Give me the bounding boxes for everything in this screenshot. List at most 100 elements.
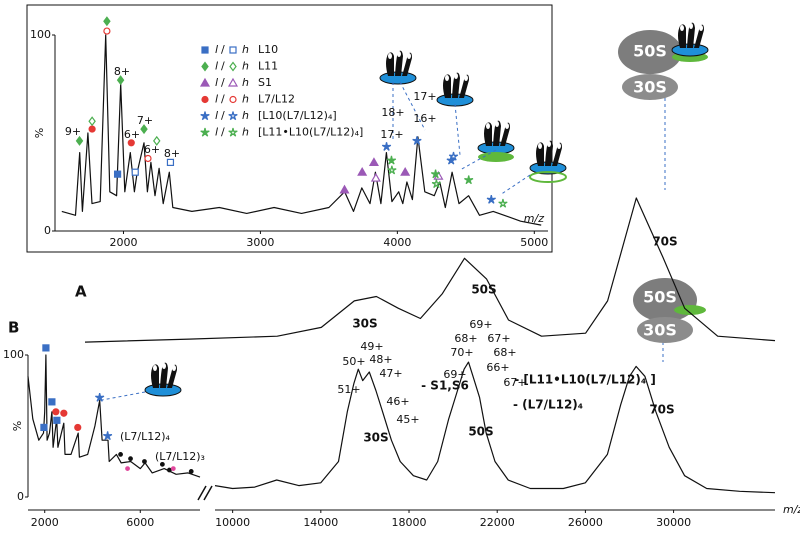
x-tick-label: 30000: [656, 516, 691, 529]
axis-break: [197, 485, 213, 501]
marker: [486, 195, 496, 204]
marker: [88, 125, 96, 133]
annotation: 8+: [164, 147, 180, 160]
marker: [88, 116, 96, 127]
legend-heavy: h: [242, 109, 249, 122]
annotation: 30S: [352, 317, 377, 331]
marker: [128, 456, 133, 462]
marker: [199, 77, 211, 87]
legend-light: l: [215, 109, 218, 122]
legend-label: [L11•L10(L7/L12)₄]: [258, 126, 363, 139]
icon-label: 30S: [643, 321, 677, 340]
marker: [103, 431, 113, 441]
y-tick-label: 0: [44, 224, 51, 237]
marker: [116, 75, 125, 86]
annotation: 67+: [503, 376, 526, 389]
annotation: 69+: [469, 318, 492, 331]
annotation: 70S: [649, 403, 674, 417]
panel-label: A: [75, 283, 87, 301]
marker: [368, 157, 379, 166]
marker: [166, 467, 172, 473]
spectrum: [214, 361, 776, 494]
marker: [201, 95, 209, 104]
legend-label: [L10(L7/L12)₄]: [258, 109, 337, 122]
annotation: 66+: [486, 361, 509, 374]
legend-sep: /: [221, 76, 225, 89]
marker: [140, 124, 148, 135]
annotation: 50S: [471, 283, 496, 297]
marker: [40, 423, 48, 432]
marker: [74, 423, 82, 432]
x-tick-label: 6000: [126, 516, 154, 529]
legend-heavy: h: [242, 60, 249, 73]
marker: [127, 139, 135, 147]
marker: [381, 142, 392, 151]
annotation: - S1,S6: [421, 379, 469, 393]
inset-frame: [26, 4, 553, 253]
marker: [200, 111, 210, 121]
chart: 100001400018000220002600030000m/z50+49+4…: [214, 318, 800, 529]
marker: [131, 168, 139, 176]
annotation: 16+: [413, 112, 436, 125]
marker: [464, 175, 474, 185]
annotation: 68+: [454, 332, 477, 345]
marker: [42, 344, 50, 352]
legend-sep: /: [221, 93, 225, 106]
marker: [370, 172, 381, 182]
connector: [101, 81, 666, 401]
complex-icon: [144, 50, 567, 397]
marker: [48, 398, 56, 406]
annotation: 6+: [144, 143, 160, 156]
annotation: 51+: [337, 383, 360, 396]
marker: [387, 165, 397, 175]
x-tick-label: 14000: [303, 516, 338, 529]
x-tick-label: 5000: [520, 236, 548, 249]
marker: [229, 95, 237, 104]
legend-light: l: [215, 126, 218, 139]
marker: [60, 409, 68, 417]
marker: [170, 466, 176, 472]
annotation: 67+: [487, 332, 510, 345]
legend-heavy: h: [242, 76, 249, 89]
annotation: 47+: [379, 367, 402, 380]
marker: [448, 151, 459, 161]
annotation: - (L7/L12)₄: [513, 398, 583, 412]
x-tick-label: 10000: [215, 516, 250, 529]
marker: [229, 46, 237, 54]
marker: [53, 416, 61, 424]
annotation: 45+: [396, 413, 419, 426]
annotation: 70+: [450, 346, 473, 359]
annotation: - [L11•L10(L7/L12)₄ ]: [514, 373, 656, 387]
icon-label: 30S: [633, 78, 667, 97]
annotation: 17+: [413, 90, 436, 103]
annotation: 7+: [137, 114, 153, 127]
marker: [339, 184, 350, 194]
chart: 30S 50S 70S: [84, 197, 776, 343]
annotation: 50+: [342, 355, 365, 368]
annotation: 68+: [493, 346, 516, 359]
marker: [201, 46, 209, 54]
marker: [228, 111, 238, 121]
marker: [357, 166, 368, 176]
annotation: 49+: [360, 340, 383, 353]
annotation: 8+: [114, 65, 130, 78]
marker: [430, 169, 441, 179]
marker: [113, 170, 122, 178]
legend-heavy: h: [242, 43, 249, 56]
marker: [52, 408, 60, 416]
spectrum: [61, 34, 542, 226]
x-tick-label: 4000: [383, 236, 411, 249]
icon-label: 50S: [643, 288, 677, 307]
legend-label: S1: [258, 76, 272, 89]
icon-label: 50S: [633, 42, 667, 61]
marker: [142, 459, 147, 464]
ribosome-icon: 50S 30S: [633, 278, 706, 343]
marker: [103, 27, 111, 35]
y-axis-label: %: [33, 128, 46, 138]
legend-light: l: [215, 93, 218, 106]
x-tick-label: 26000: [568, 516, 603, 529]
annotation: 70S: [652, 235, 677, 249]
marker: [188, 469, 194, 474]
marker: [125, 466, 130, 472]
